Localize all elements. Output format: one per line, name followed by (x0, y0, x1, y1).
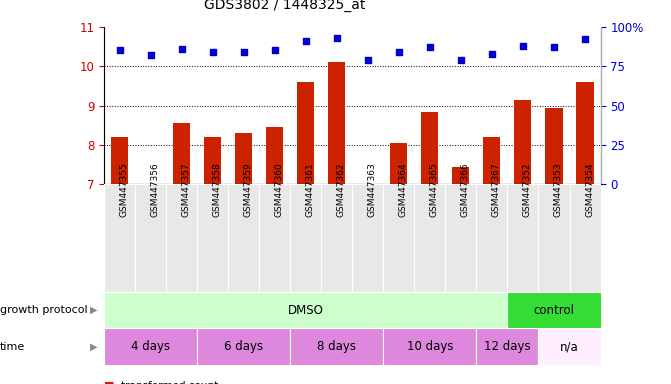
Text: GDS3802 / 1448325_at: GDS3802 / 1448325_at (205, 0, 366, 12)
Bar (204, 137, 221, 184)
Text: GSM447355: GSM447355 (119, 162, 129, 217)
Text: 6 days: 6 days (224, 340, 263, 353)
Text: DMSO: DMSO (288, 304, 323, 316)
Text: ▶: ▶ (90, 305, 97, 315)
Bar (446, 184, 476, 292)
Bar (452, 167, 470, 184)
Point (517, 43, 528, 49)
Bar (328, 62, 346, 184)
Point (425, 44, 435, 50)
Point (331, 35, 342, 41)
Point (486, 51, 497, 57)
Text: n/a: n/a (560, 340, 579, 353)
Text: GSM447361: GSM447361 (306, 162, 315, 217)
Bar (321, 184, 352, 292)
Point (580, 36, 590, 43)
Point (301, 38, 311, 44)
Text: ▶: ▶ (90, 341, 97, 352)
Bar (414, 184, 446, 292)
Point (176, 46, 187, 52)
Bar (104, 292, 507, 328)
Bar (104, 328, 197, 365)
Bar (104, 184, 135, 292)
Bar (166, 184, 197, 292)
Text: 10 days: 10 days (407, 340, 453, 353)
Bar (538, 328, 601, 365)
Text: GSM447354: GSM447354 (585, 162, 594, 217)
Text: GSM447362: GSM447362 (337, 162, 346, 217)
Bar (483, 137, 501, 184)
Bar (476, 328, 538, 365)
Bar (135, 184, 166, 292)
Text: control: control (533, 304, 574, 316)
Text: 12 days: 12 days (484, 340, 531, 353)
Text: growth protocol: growth protocol (0, 305, 88, 315)
Point (362, 57, 373, 63)
Point (114, 47, 125, 53)
Bar (507, 184, 538, 292)
Text: 8 days: 8 days (317, 340, 356, 353)
Bar (173, 123, 190, 184)
Bar (421, 111, 438, 184)
Bar (538, 184, 570, 292)
Bar (383, 328, 476, 365)
Text: transformed count: transformed count (121, 381, 218, 384)
Bar (576, 82, 594, 184)
Point (238, 49, 249, 55)
Bar (266, 127, 283, 184)
Text: GSM447357: GSM447357 (182, 162, 191, 217)
Bar (546, 108, 562, 184)
Bar (383, 184, 415, 292)
Text: GSM447367: GSM447367 (492, 162, 501, 217)
Text: GSM447360: GSM447360 (274, 162, 284, 217)
Point (145, 52, 156, 58)
Bar (259, 184, 290, 292)
Bar (290, 328, 383, 365)
Text: GSM447353: GSM447353 (554, 162, 563, 217)
Bar (228, 184, 259, 292)
Text: GSM447359: GSM447359 (244, 162, 253, 217)
Text: GSM447356: GSM447356 (150, 162, 160, 217)
Bar (290, 184, 321, 292)
Bar (297, 82, 314, 184)
Bar (111, 137, 128, 184)
Text: GSM447352: GSM447352 (523, 162, 532, 217)
Point (207, 49, 218, 55)
Text: GSM447358: GSM447358 (213, 162, 221, 217)
Text: ■: ■ (104, 381, 115, 384)
Text: 4 days: 4 days (131, 340, 170, 353)
Point (269, 47, 280, 53)
Bar (197, 328, 290, 365)
Point (393, 49, 404, 55)
Bar (197, 184, 228, 292)
Point (549, 44, 560, 50)
Bar (352, 184, 383, 292)
Bar (570, 184, 601, 292)
Bar (391, 143, 407, 184)
Bar (476, 184, 507, 292)
Text: time: time (0, 341, 25, 352)
Text: GSM447365: GSM447365 (430, 162, 439, 217)
Text: GSM447366: GSM447366 (461, 162, 470, 217)
Bar (507, 292, 601, 328)
Bar (235, 133, 252, 184)
Text: GSM447364: GSM447364 (399, 162, 408, 217)
Bar (515, 100, 531, 184)
Text: GSM447363: GSM447363 (368, 162, 377, 217)
Point (456, 57, 466, 63)
